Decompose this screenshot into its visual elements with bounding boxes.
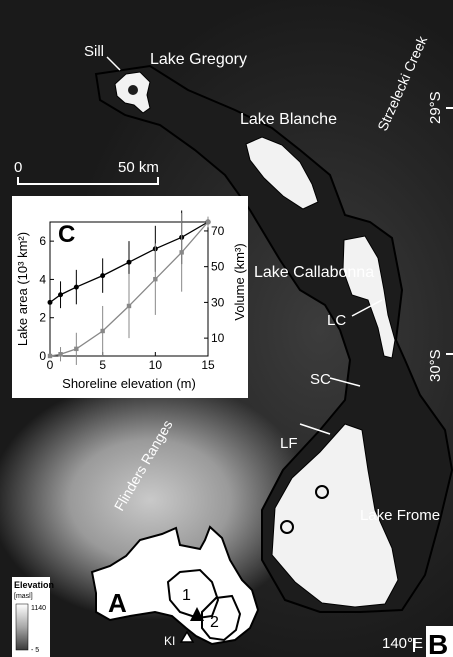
inset-c-x-ticks: 0 5 10 15: [47, 352, 215, 372]
left-tick-label: 6: [39, 234, 46, 248]
inset-c-background: [12, 196, 248, 398]
inset-c-right-ylabel: Volume (km³): [232, 243, 247, 320]
series-2-point: [58, 352, 63, 357]
legend-gradient: [15, 603, 29, 651]
legend-unit: [masl]: [14, 593, 33, 600]
lc-leader: [351, 299, 383, 317]
x-tick-label: 10: [149, 358, 163, 372]
right-tick-label: 70: [211, 224, 225, 238]
lake-gregory-island: [128, 85, 138, 95]
lf-label: LF: [280, 435, 298, 452]
series-2-point: [126, 303, 132, 309]
lake-frome-shape: [271, 423, 399, 608]
series-2-point: [153, 276, 158, 282]
x-tick-label: 5: [99, 358, 106, 372]
panel-b-box: [426, 626, 453, 657]
series-1-point: [47, 299, 53, 305]
study-area-marker: [190, 607, 204, 621]
right-tick-label: 30: [211, 295, 225, 309]
sill-label: Sill: [84, 43, 104, 60]
series-1-point: [58, 292, 64, 298]
region-2-outline: [201, 594, 242, 642]
series-1-line: [49, 221, 209, 303]
series-1-point: [100, 273, 106, 279]
inset-c-xlabel: Shoreline elevation (m): [62, 376, 196, 391]
lake-gregory-label: Lake Gregory: [150, 51, 247, 68]
series-2-point: [179, 250, 184, 255]
left-tick-label: 4: [39, 272, 46, 286]
series-2-point: [205, 219, 211, 225]
series-1-point: [126, 259, 132, 265]
inset-a-letter: A: [108, 588, 127, 618]
inset-c-series: [47, 210, 211, 365]
inset-c-letter: C: [58, 221, 75, 248]
series-2-line: [49, 221, 209, 357]
core-site-2: [280, 520, 294, 534]
lake-blanche-shape: [245, 136, 319, 210]
lat-30-label: 30°S: [427, 349, 444, 382]
lc-label: LC: [327, 312, 346, 329]
lake-callabonna-label: Lake Callabonna: [254, 264, 374, 281]
inset-c-right-ticks: 10 30 50 70: [204, 224, 225, 345]
legend-max: 1140: [31, 605, 46, 612]
series-1-point: [73, 284, 79, 290]
legend-min: - 5: [31, 647, 39, 654]
series-2-point: [100, 328, 105, 334]
sc-leader: [329, 377, 361, 387]
sill-leader: [106, 56, 121, 71]
panel-b-letter: B: [428, 629, 448, 657]
scale-bar: 0 50 km: [14, 159, 159, 185]
left-tick-label: 2: [39, 311, 46, 325]
lat-29-label: 29°S: [427, 91, 444, 124]
series-2-point: [47, 353, 53, 359]
scale-bar-50km: 50 km: [118, 159, 159, 176]
right-tick-label: 50: [211, 260, 225, 274]
lake-callabonna-shape: [342, 235, 396, 359]
core-site-1: [315, 485, 329, 499]
right-tick-label: 10: [211, 331, 225, 345]
region-2-label: 2: [210, 614, 219, 631]
scale-bar-zero: 0: [14, 159, 22, 176]
lake-blanche-label: Lake Blanche: [240, 111, 337, 128]
left-tick-label: 0: [39, 349, 46, 363]
series-2-point: [74, 346, 79, 352]
x-tick-label: 15: [201, 358, 215, 372]
inset-c-plot-frame: [49, 221, 209, 357]
region-1-label: 1: [182, 587, 191, 604]
lf-leader: [299, 423, 331, 435]
region-1-outline: [166, 568, 220, 620]
inset-c-left-ylabel: Lake area (10³ km²): [15, 232, 30, 346]
lon-140-label: 140°E: [382, 635, 423, 652]
legend-title: Elevation: [14, 580, 54, 590]
lake-frome-label: Lake Frome: [360, 507, 440, 524]
ki-marker: [179, 630, 195, 643]
sc-label: SC: [310, 371, 331, 388]
ki-label: KI: [164, 634, 175, 648]
australia-outline: [90, 525, 260, 646]
x-tick-label: 0: [47, 358, 54, 372]
